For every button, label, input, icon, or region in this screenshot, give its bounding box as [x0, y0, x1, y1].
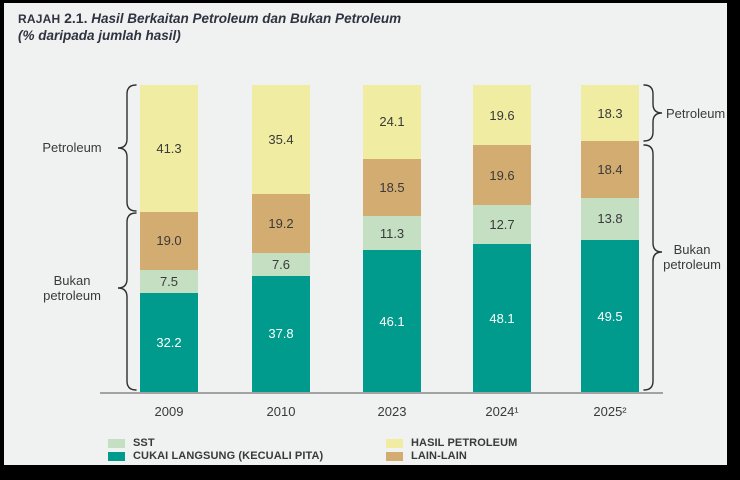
legend-item-lain-lain: LAIN-LAIN [386, 450, 517, 462]
bar-value-label: 37.8 [268, 326, 294, 342]
bar-value-label: 46.1 [379, 313, 405, 329]
legend-item-sst: SST [108, 437, 323, 449]
legend-label-sst: SST [133, 437, 155, 449]
bar-value-label: 19.0 [156, 233, 182, 249]
title-tag: RAJAH [18, 12, 61, 26]
lain-lain-swatch-icon [386, 451, 403, 461]
bar-value-label: 24.1 [379, 114, 405, 130]
bar-segment-hasil-petroleum-2010: 35.4 [252, 85, 310, 194]
bar-segment-cukai-langsung-kecuali-pita-2010: 37.8 [252, 275, 310, 392]
bar-value-label: 18.5 [379, 179, 405, 195]
bar-segment-hasil-petroleum-2025²: 18.3 [581, 85, 639, 142]
bar-value-label: 7.6 [271, 256, 291, 272]
x-axis-label-2025²: 2025² [593, 404, 627, 419]
bar-value-label: 41.3 [156, 140, 182, 156]
legend-label-cukai-langsung: CUKAI LANGSUNG (KECUALI PITA) [133, 450, 324, 462]
title-number: 2.1. [64, 10, 88, 26]
bar-value-label: 18.3 [597, 105, 623, 121]
right-bukan-petroleum-label: Bukan petroleum [663, 242, 721, 272]
bar-segment-hasil-petroleum-2024¹: 19.6 [473, 85, 531, 146]
left-bukan-petroleum-label: Bukan petroleum [43, 273, 101, 303]
legend-column-right: HASIL PETROLEUM LAIN-LAIN [386, 437, 517, 463]
chart-subtitle: (% daripada jumlah hasil) [18, 28, 181, 43]
cukai-langsung-swatch-icon [108, 451, 125, 461]
bar-segment-lain-lain-2023: 18.5 [363, 158, 421, 216]
bar-segment-cukai-langsung-kecuali-pita-2009: 32.2 [140, 293, 198, 392]
bar-segment-lain-lain-2025²: 18.4 [581, 141, 639, 198]
x-axis-label-2023: 2023 [377, 404, 407, 419]
legend-label-lain-lain: LAIN-LAIN [411, 450, 467, 462]
legend-item-hasil-petroleum: HASIL PETROLEUM [386, 437, 517, 449]
title-text: Hasil Berkaitan Petroleum dan Bukan Petr… [91, 11, 402, 26]
bar-value-label: 49.5 [597, 308, 623, 324]
left-bukan-brace [117, 212, 137, 391]
bar-segment-hasil-petroleum-2009: 41.3 [140, 85, 198, 212]
hasil-petroleum-swatch-icon [386, 438, 403, 448]
bar-value-label: 11.3 [379, 225, 405, 241]
right-petroleum-label: Petroleum [666, 106, 726, 121]
chart-title: RAJAH 2.1. Hasil Berkaitan Petroleum dan… [18, 10, 401, 44]
chart-title-line1: RAJAH 2.1. Hasil Berkaitan Petroleum dan… [18, 10, 401, 28]
bar-segment-cukai-langsung-kecuali-pita-2025²: 49.5 [581, 240, 639, 392]
bar-value-label: 12.7 [489, 217, 515, 233]
right-petroleum-brace [643, 84, 663, 142]
bar-value-label: 13.8 [597, 211, 623, 227]
legend-label-hasil-petroleum: HASIL PETROLEUM [411, 437, 518, 449]
bar-value-label: 19.2 [268, 215, 294, 231]
bar-value-label: 7.5 [159, 274, 179, 290]
bar-segment-sst-2010: 7.6 [252, 252, 310, 276]
bar-value-label: 35.4 [268, 131, 294, 147]
sst-swatch-icon [108, 438, 125, 448]
bar-segment-cukai-langsung-kecuali-pita-2023: 46.1 [363, 250, 421, 392]
bar-segment-lain-lain-2010: 19.2 [252, 193, 310, 253]
bar-segment-sst-2024¹: 12.7 [473, 205, 531, 245]
bar-segment-lain-lain-2024¹: 19.6 [473, 145, 531, 206]
bar-segment-sst-2009: 7.5 [140, 270, 198, 294]
x-axis-label-2009: 2009 [154, 404, 184, 419]
legend: SST CUKAI LANGSUNG (KECUALI PITA) HASIL … [4, 437, 727, 465]
bar-value-label: 19.6 [489, 107, 515, 123]
bar-value-label: 18.4 [597, 161, 623, 177]
bar-segment-cukai-langsung-kecuali-pita-2024¹: 48.1 [473, 244, 531, 392]
x-axis-label-2024¹: 2024¹ [485, 404, 519, 419]
chart-canvas: RAJAH 2.1. Hasil Berkaitan Petroleum dan… [4, 3, 727, 465]
bar-value-label: 48.1 [489, 310, 515, 326]
bar-segment-sst-2025²: 13.8 [581, 197, 639, 241]
bar-value-label: 19.6 [489, 167, 515, 183]
bar-segment-sst-2023: 11.3 [363, 215, 421, 251]
left-petroleum-brace [117, 84, 137, 212]
bar-value-label: 32.2 [156, 335, 182, 351]
left-petroleum-label: Petroleum [42, 140, 102, 155]
x-axis-line [100, 392, 663, 394]
bar-segment-lain-lain-2009: 19.0 [140, 211, 198, 271]
legend-column-left: SST CUKAI LANGSUNG (KECUALI PITA) [108, 437, 323, 463]
legend-item-cukai-langsung: CUKAI LANGSUNG (KECUALI PITA) [108, 450, 323, 462]
bar-segment-hasil-petroleum-2023: 24.1 [363, 85, 421, 159]
x-axis-label-2010: 2010 [266, 404, 296, 419]
